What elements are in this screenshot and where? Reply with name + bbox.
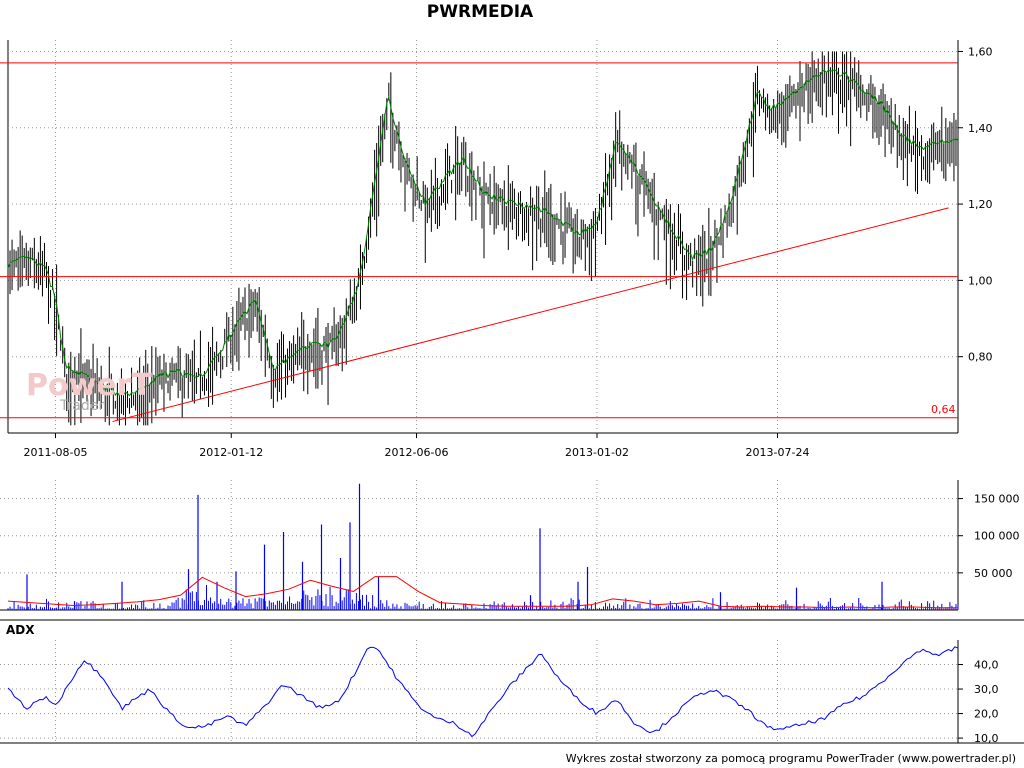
- price-y-tick-label: 0,80: [968, 351, 993, 364]
- support-resistance-lines: [0, 62, 958, 423]
- price-y-tick-label: 1,00: [968, 274, 993, 287]
- support-value-label: 0,64: [931, 403, 956, 416]
- date-tick-label: 2013-07-24: [746, 446, 810, 459]
- volume-y-tick-label: 100 000: [974, 530, 1020, 543]
- adx-y-tick-label: 20,0: [974, 708, 999, 721]
- adx-y-tick-label: 40,0: [974, 659, 999, 672]
- adx-y-axis-ticks: 10,0 20,0 30,0 40,0: [958, 659, 999, 745]
- date-tick-label: 2013-01-02: [565, 446, 629, 459]
- date-tick-label: 2012-01-12: [199, 446, 263, 459]
- date-axis-ticks: 2011-08-05 2012-01-12 2012-06-06 2013-01-02…: [24, 433, 810, 459]
- price-moving-average: [7, 69, 959, 397]
- date-tick-label: 2011-08-05: [24, 446, 88, 459]
- volume-grid: [0, 480, 958, 610]
- trend-line: [112, 207, 949, 423]
- price-y-tick-label: 1,20: [968, 198, 993, 211]
- volume-moving-average: [7, 576, 958, 609]
- adx-series-line: [7, 646, 959, 738]
- volume-y-tick-label: 50 000: [974, 567, 1013, 580]
- adx-panel-label: ADX: [6, 623, 35, 637]
- adx-y-tick-label: 10,0: [974, 732, 999, 745]
- adx-y-tick-label: 30,0: [974, 683, 999, 696]
- volume-panel: 50 000 100 000 150 000: [0, 480, 1024, 621]
- adx-panel: 10,0 20,0 30,0 40,0: [0, 640, 1024, 745]
- volume-y-tick-label: 150 000: [974, 493, 1020, 506]
- date-tick-label: 2012-06-06: [385, 446, 449, 459]
- ma-line: [7, 69, 959, 397]
- footer-note: Wykres został stworzony za pomocą progra…: [565, 752, 1016, 765]
- adx-line: [7, 646, 959, 738]
- price-panel: 0,80 1,00 1,20 1,40 1,60 2011-08-05 2012-01-1…: [0, 40, 993, 459]
- price-y-axis-ticks: 0,80 1,00 1,20 1,40 1,60: [958, 45, 993, 364]
- volume-bars: [7, 483, 959, 610]
- volume-y-axis-ticks: 50 000 100 000 150 000: [958, 493, 1020, 580]
- chart-title: PWRMEDIA: [426, 2, 534, 22]
- volume-ma-line: [7, 576, 958, 609]
- price-y-tick-label: 1,60: [968, 45, 993, 58]
- price-y-tick-label: 1,40: [968, 122, 993, 135]
- price-grid: [8, 40, 958, 433]
- price-bars: [7, 51, 959, 426]
